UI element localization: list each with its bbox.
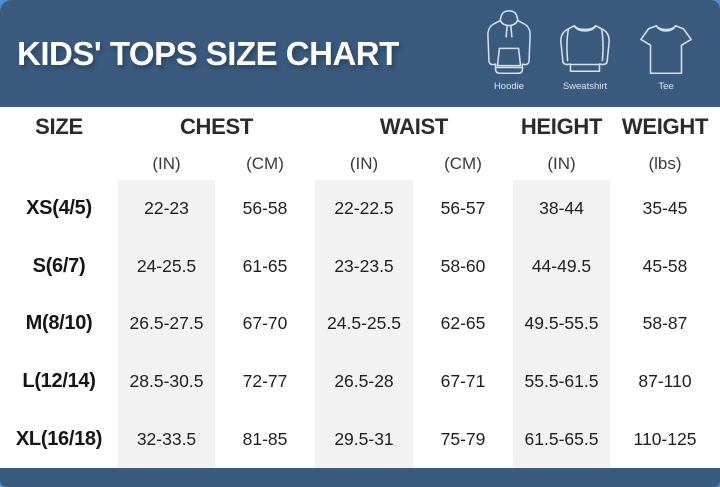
table-row-m: M(8/10) 26.5-27.5 67-70 24.5-25.5 62-65 … bbox=[0, 295, 720, 353]
size-label: L(12/14) bbox=[22, 370, 96, 393]
waist-cm-value: 56-57 bbox=[440, 198, 486, 219]
footer-bar bbox=[0, 468, 720, 487]
chest-in-value: 28.5-30.5 bbox=[118, 352, 215, 411]
column-header-waist: WAIST bbox=[379, 114, 449, 139]
height-in-value: 61.5-65.5 bbox=[513, 410, 610, 468]
column-header-height: HEIGHT bbox=[520, 114, 603, 139]
chest-cm-value: 61-65 bbox=[242, 255, 288, 276]
garment-hoodie: Hoodie bbox=[484, 9, 534, 92]
unit-height-in: (IN) bbox=[547, 153, 576, 173]
waist-cm-value: 62-65 bbox=[440, 313, 486, 334]
chest-cm-value: 81-85 bbox=[242, 428, 288, 449]
weight-value: 35-45 bbox=[642, 198, 688, 219]
unit-weight-lbs: (lbs) bbox=[648, 153, 682, 173]
weight-value: 45-58 bbox=[642, 255, 688, 276]
table-row-xl: XL(16/18) 32-33.5 81-85 29.5-31 75-79 61… bbox=[0, 410, 720, 468]
waist-in-value: 23-23.5 bbox=[315, 237, 413, 296]
chest-in-value: 24-25.5 bbox=[118, 237, 215, 296]
page-title: KIDS' TOPS SIZE CHART bbox=[17, 34, 399, 72]
chest-in-value: 26.5-27.5 bbox=[118, 295, 215, 353]
unit-waist-in: (IN) bbox=[349, 153, 379, 173]
waist-in-value: 29.5-31 bbox=[315, 410, 413, 468]
tee-icon bbox=[640, 24, 692, 74]
height-in-value: 49.5-55.5 bbox=[513, 295, 610, 353]
column-header-weight: WEIGHT bbox=[621, 114, 709, 139]
table-row-l: L(12/14) 28.5-30.5 72-77 26.5-28 67-71 5… bbox=[0, 352, 720, 411]
size-label: XL(16/18) bbox=[15, 427, 103, 450]
table-row-s: S(6/7) 24-25.5 61-65 23-23.5 58-60 44-49… bbox=[0, 237, 720, 296]
height-in-value: 38-44 bbox=[513, 180, 610, 238]
size-label: S(6/7) bbox=[32, 254, 86, 277]
chest-cm-value: 72-77 bbox=[242, 371, 288, 392]
chest-cm-value: 56-58 bbox=[242, 198, 288, 219]
height-in-value: 55.5-61.5 bbox=[513, 352, 610, 411]
table-row-xs: XS(4/5) 22-23 56-58 22-22.5 56-57 38-44 … bbox=[0, 180, 720, 238]
waist-cm-value: 75-79 bbox=[440, 428, 486, 449]
table-header-row: SIZE CHEST WAIST HEIGHT WEIGHT bbox=[0, 107, 720, 147]
size-label: XS(4/5) bbox=[26, 197, 92, 220]
unit-waist-cm: (CM) bbox=[444, 153, 482, 173]
waist-in-value: 26.5-28 bbox=[315, 352, 413, 411]
table-units-row: (IN) (CM) (IN) (CM) (IN) (lbs) bbox=[0, 147, 720, 180]
sweatshirt-icon bbox=[560, 24, 610, 72]
column-header-chest: CHEST bbox=[179, 114, 254, 139]
garment-label-tee: Tee bbox=[658, 80, 674, 92]
garment-label-hoodie: Hoodie bbox=[493, 80, 525, 92]
garment-label-sweatshirt: Sweatshirt bbox=[562, 80, 608, 92]
garment-tee: Tee bbox=[636, 22, 696, 92]
unit-chest-cm: (CM) bbox=[246, 153, 284, 173]
chest-in-value: 22-23 bbox=[118, 180, 215, 238]
column-header-size: SIZE bbox=[35, 114, 83, 139]
chest-in-value: 32-33.5 bbox=[118, 410, 215, 468]
weight-value: 58-87 bbox=[642, 313, 688, 334]
weight-value: 110-125 bbox=[633, 428, 697, 449]
waist-in-value: 24.5-25.5 bbox=[315, 295, 413, 353]
garment-sweatshirt: Sweatshirt bbox=[556, 20, 614, 92]
size-table: SIZE CHEST WAIST HEIGHT WEIGHT (IN) (CM)… bbox=[0, 107, 720, 468]
chest-cm-value: 67-70 bbox=[242, 313, 288, 334]
waist-in-value: 22-22.5 bbox=[315, 180, 413, 238]
hoodie-icon bbox=[487, 9, 531, 74]
waist-cm-value: 67-71 bbox=[440, 371, 486, 392]
height-in-value: 44-49.5 bbox=[513, 237, 610, 296]
header-bar: KIDS' TOPS SIZE CHART Hoodie bbox=[0, 0, 720, 107]
waist-cm-value: 58-60 bbox=[440, 255, 486, 276]
unit-chest-in: (IN) bbox=[152, 153, 181, 173]
weight-value: 87-110 bbox=[638, 371, 692, 392]
size-label: M(8/10) bbox=[25, 312, 93, 335]
table-body: XS(4/5) 22-23 56-58 22-22.5 56-57 38-44 … bbox=[0, 180, 720, 468]
garment-icon-group: Hoodie Sweatshirt bbox=[484, 9, 696, 99]
